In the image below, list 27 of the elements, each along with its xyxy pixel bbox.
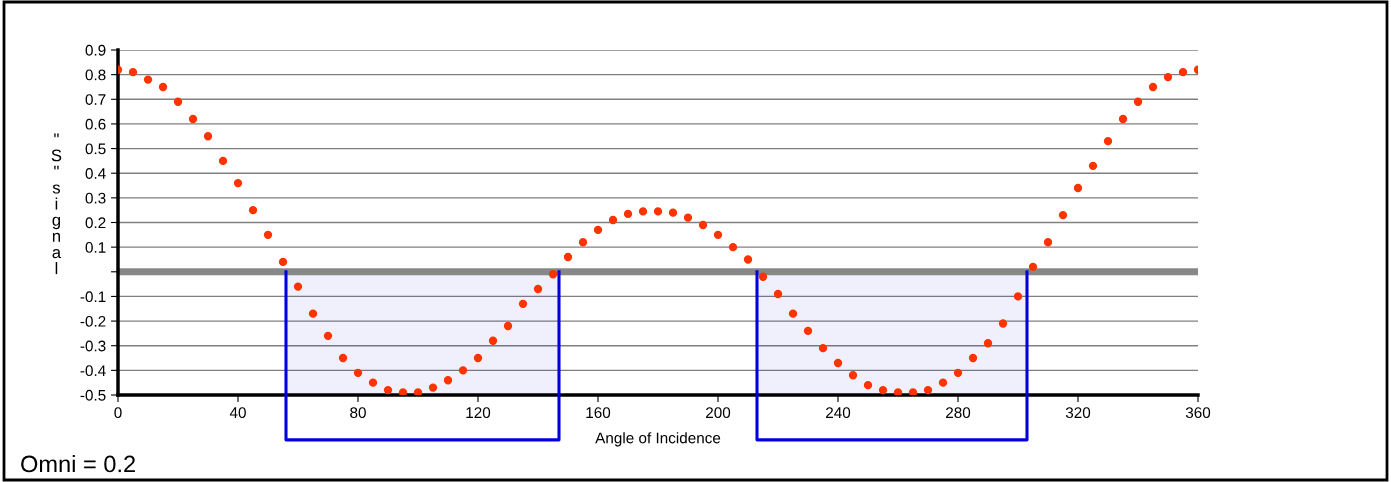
- x-tick-label: 120: [466, 407, 491, 419]
- x-tick-label: 160: [586, 407, 611, 419]
- x-tick-label: 360: [1185, 407, 1211, 419]
- y-tick-label: 0.3: [85, 192, 106, 204]
- x-tick-label: 40: [229, 407, 246, 419]
- y-tick-label: 0.5: [85, 143, 106, 155]
- y-tick-label: 0.6: [85, 118, 106, 130]
- y-tick-label: -0.2: [80, 315, 106, 327]
- y-tick-label: -0.1: [80, 291, 106, 303]
- y-tick-label: 0.1: [85, 242, 106, 253]
- x-axis-title: Angle of Incidence: [595, 432, 721, 447]
- x-tick-label: 200: [706, 407, 731, 419]
- text: Omni = 0.2: [21, 454, 135, 473]
- x-tick-label: 80: [350, 407, 366, 419]
- text: "S" signal: [51, 133, 62, 275]
- y-tick-label: -0.5: [80, 389, 106, 401]
- x-tick-label: 240: [826, 407, 851, 419]
- y-tick-label: 0.7: [85, 94, 106, 105]
- y-tick-label: 0.4: [85, 168, 106, 179]
- x-tick-label: 280: [946, 407, 971, 419]
- y-tick-label: 0.2: [85, 217, 106, 229]
- y-tick-label: -0.3: [80, 340, 106, 352]
- x-tick-label: 320: [1065, 407, 1091, 419]
- y-tick-label: 0.8: [85, 69, 106, 81]
- x-tick-label: 0: [114, 407, 122, 419]
- y-tick-label: 0.9: [85, 44, 106, 56]
- y-tick-label: -0.4: [80, 365, 106, 377]
